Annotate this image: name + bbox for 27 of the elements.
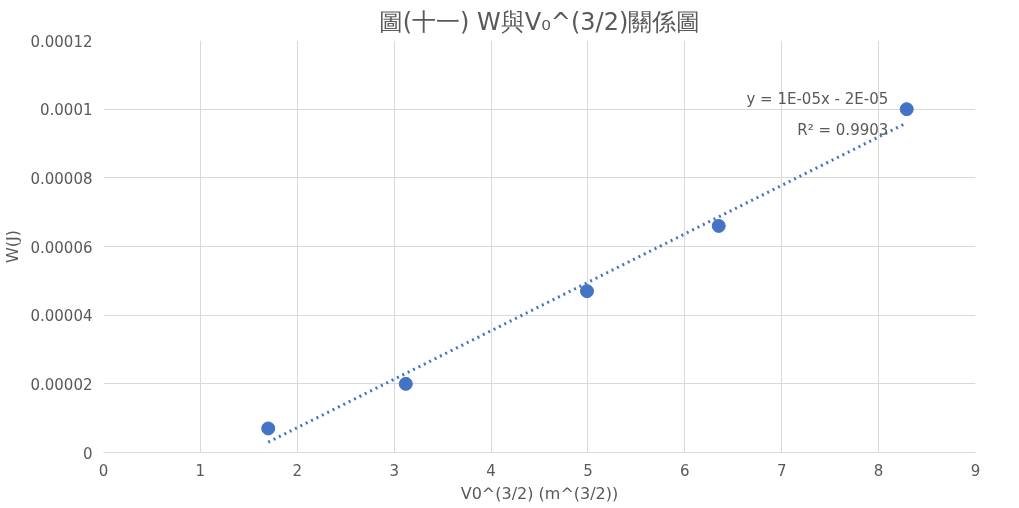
y-axis-title: W(J) [3, 229, 23, 264]
point [711, 218, 726, 233]
point [261, 421, 276, 436]
y-tick-label: 0.00008 [30, 169, 93, 188]
y-tick-label: 0.00012 [30, 32, 93, 51]
x-tick-label: 9 [970, 461, 981, 480]
x-tick-label: 6 [680, 461, 690, 480]
y-tick-label: 0.00006 [30, 238, 93, 257]
x-tick-label: 1 [195, 461, 206, 480]
annotation: y = 1E-05x - 2E-05 [746, 90, 889, 109]
chart-title: 圖(十一) W與V₀^(3/2)關係圖 [378, 7, 701, 36]
y-tick-label: 0.00002 [30, 375, 93, 394]
y-tick-label: 0 [82, 444, 93, 463]
y-tick-label: 0.0001 [40, 101, 93, 120]
x-tick-label: 3 [389, 461, 399, 480]
x-tick-label: 5 [583, 461, 593, 480]
x-tick-label: 4 [486, 461, 496, 480]
x-tick-label: 8 [873, 461, 884, 480]
x-axis-title: V0^(3/2) (m^(3/2)) [460, 483, 619, 503]
x-tick-label: 0 [98, 461, 109, 480]
point [398, 376, 413, 391]
point [579, 284, 594, 299]
x-tick-label: 7 [776, 461, 787, 480]
point [899, 102, 914, 117]
x-tick-label: 2 [292, 461, 303, 480]
y-tick-label: 0.00004 [30, 307, 93, 326]
annotation: R² = 0.9903 [797, 121, 889, 140]
